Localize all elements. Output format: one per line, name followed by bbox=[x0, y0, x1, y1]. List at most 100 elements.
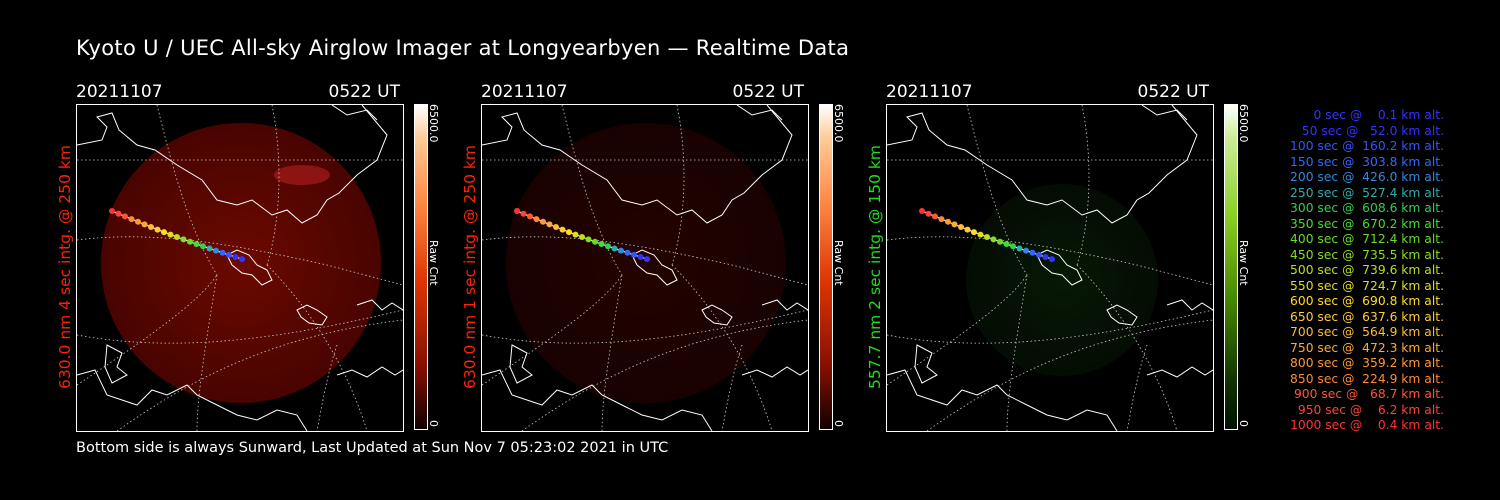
coastlines bbox=[887, 105, 1213, 431]
coastline bbox=[1166, 299, 1213, 311]
coastline bbox=[736, 105, 783, 121]
coastline bbox=[761, 299, 808, 311]
track-point bbox=[109, 208, 115, 214]
coastline-island bbox=[701, 304, 733, 326]
track-point bbox=[141, 221, 148, 228]
track-point bbox=[115, 210, 122, 217]
track-point bbox=[122, 213, 128, 220]
legend-row: 900 sec @ 68.7 km alt. bbox=[1290, 387, 1444, 401]
lat-line bbox=[77, 309, 403, 344]
lat-line bbox=[482, 236, 808, 286]
legend-row: 550 sec @ 724.7 km alt. bbox=[1286, 278, 1444, 293]
aurora-blob bbox=[274, 165, 330, 185]
panel-3-map bbox=[887, 105, 1213, 431]
track-point bbox=[135, 218, 141, 225]
track-point bbox=[514, 208, 520, 214]
track-point bbox=[605, 243, 611, 250]
coastline bbox=[1146, 366, 1213, 378]
panel-3-cbar-unit: Raw Cnt bbox=[1237, 240, 1250, 286]
page-title: Kyoto U / UEC All-sky Airglow Imager at … bbox=[76, 36, 850, 60]
lon-line bbox=[887, 274, 1028, 386]
panel-1-cbar-min: 0 bbox=[427, 420, 440, 427]
coastline-island bbox=[296, 304, 328, 326]
track-point bbox=[919, 208, 925, 214]
panel-2-time: 0522 UT bbox=[732, 82, 805, 102]
satellite-track bbox=[919, 208, 1055, 263]
satellite-track bbox=[109, 208, 245, 263]
panel-2-cbar-min: 0 bbox=[832, 420, 845, 427]
coastline bbox=[331, 105, 378, 121]
legend-row: 150 sec @ 303.8 km alt. bbox=[1286, 154, 1444, 169]
coastline-svalbard bbox=[226, 249, 273, 286]
legend-row: 400 sec @ 712.4 km alt. bbox=[1286, 232, 1444, 246]
track-point bbox=[592, 238, 598, 245]
track-point bbox=[618, 247, 624, 254]
lon-line bbox=[266, 264, 368, 431]
lat-line bbox=[116, 319, 403, 431]
airglow-disc bbox=[101, 123, 381, 403]
legend-row: 450 sec @ 735.5 km alt. bbox=[1286, 247, 1444, 262]
lon-line bbox=[1076, 105, 1090, 266]
graticule bbox=[482, 105, 808, 431]
track-point bbox=[997, 238, 1003, 245]
track-point bbox=[200, 243, 206, 250]
track-point bbox=[1029, 249, 1036, 256]
lon-line bbox=[77, 274, 218, 386]
track-point bbox=[951, 221, 958, 228]
panel-2-image bbox=[481, 104, 809, 432]
track-point bbox=[226, 251, 232, 258]
panel-1-cbar-max: 6500.0 bbox=[427, 104, 440, 143]
track-point bbox=[1023, 247, 1029, 254]
track-point bbox=[579, 233, 585, 240]
airglow-disc bbox=[506, 123, 786, 403]
track-point bbox=[644, 256, 650, 263]
lon-line bbox=[266, 105, 280, 266]
track-point bbox=[546, 221, 553, 228]
lat-line bbox=[926, 319, 1213, 431]
track-point bbox=[1042, 253, 1049, 260]
lat-line bbox=[77, 236, 403, 286]
lat-line bbox=[521, 319, 808, 431]
track-point bbox=[977, 231, 984, 238]
coastline bbox=[336, 366, 403, 378]
panel-1-cbar-unit: Raw Cnt bbox=[427, 240, 440, 286]
legend-row: 500 sec @ 739.6 km alt. bbox=[1286, 263, 1444, 277]
track-point bbox=[631, 251, 637, 258]
track-point bbox=[637, 253, 644, 260]
track-point bbox=[128, 216, 135, 223]
legend-row: 1000 sec @ 0.4 km alt. bbox=[1290, 418, 1444, 432]
legend-row: 950 sec @ 6.2 km alt. bbox=[1293, 402, 1444, 417]
track-point bbox=[1003, 241, 1010, 248]
panel-2-date: 20211107 bbox=[481, 82, 568, 102]
lon-line bbox=[1006, 274, 1028, 431]
track-point bbox=[239, 256, 245, 263]
track-point bbox=[958, 224, 964, 231]
track-legend: 0 sec @ 0.1 km alt. 50 sec @ 52.0 km alt… bbox=[1262, 108, 1444, 434]
lon-line bbox=[196, 274, 218, 431]
lon-line bbox=[671, 105, 685, 266]
track-point bbox=[1010, 243, 1016, 250]
coastlines bbox=[77, 105, 403, 431]
panel-3-colorbar bbox=[1224, 104, 1238, 430]
track-point bbox=[193, 241, 200, 248]
track-point bbox=[553, 224, 559, 231]
coastline-svalbard bbox=[631, 249, 678, 286]
track-point bbox=[219, 249, 226, 256]
legend-row: 300 sec @ 608.6 km alt. bbox=[1286, 201, 1444, 215]
coastline-greenland bbox=[482, 105, 793, 224]
coastline-siberia bbox=[887, 369, 1118, 431]
lon-line bbox=[316, 344, 338, 431]
coastline bbox=[741, 366, 808, 378]
track-point bbox=[187, 238, 193, 245]
track-point bbox=[167, 231, 174, 238]
legend-row: 700 sec @ 564.9 km alt. bbox=[1286, 325, 1444, 339]
coastlines bbox=[482, 105, 808, 431]
legend-row: 100 sec @ 160.2 km alt. bbox=[1286, 139, 1444, 153]
panel-3-image bbox=[886, 104, 1214, 432]
coastline bbox=[104, 344, 128, 384]
track-point bbox=[154, 226, 161, 233]
track-point bbox=[585, 236, 592, 243]
panel-3-date: 20211107 bbox=[886, 82, 973, 102]
legend-row: 350 sec @ 670.2 km alt. bbox=[1286, 216, 1444, 231]
lon-line bbox=[482, 274, 623, 386]
